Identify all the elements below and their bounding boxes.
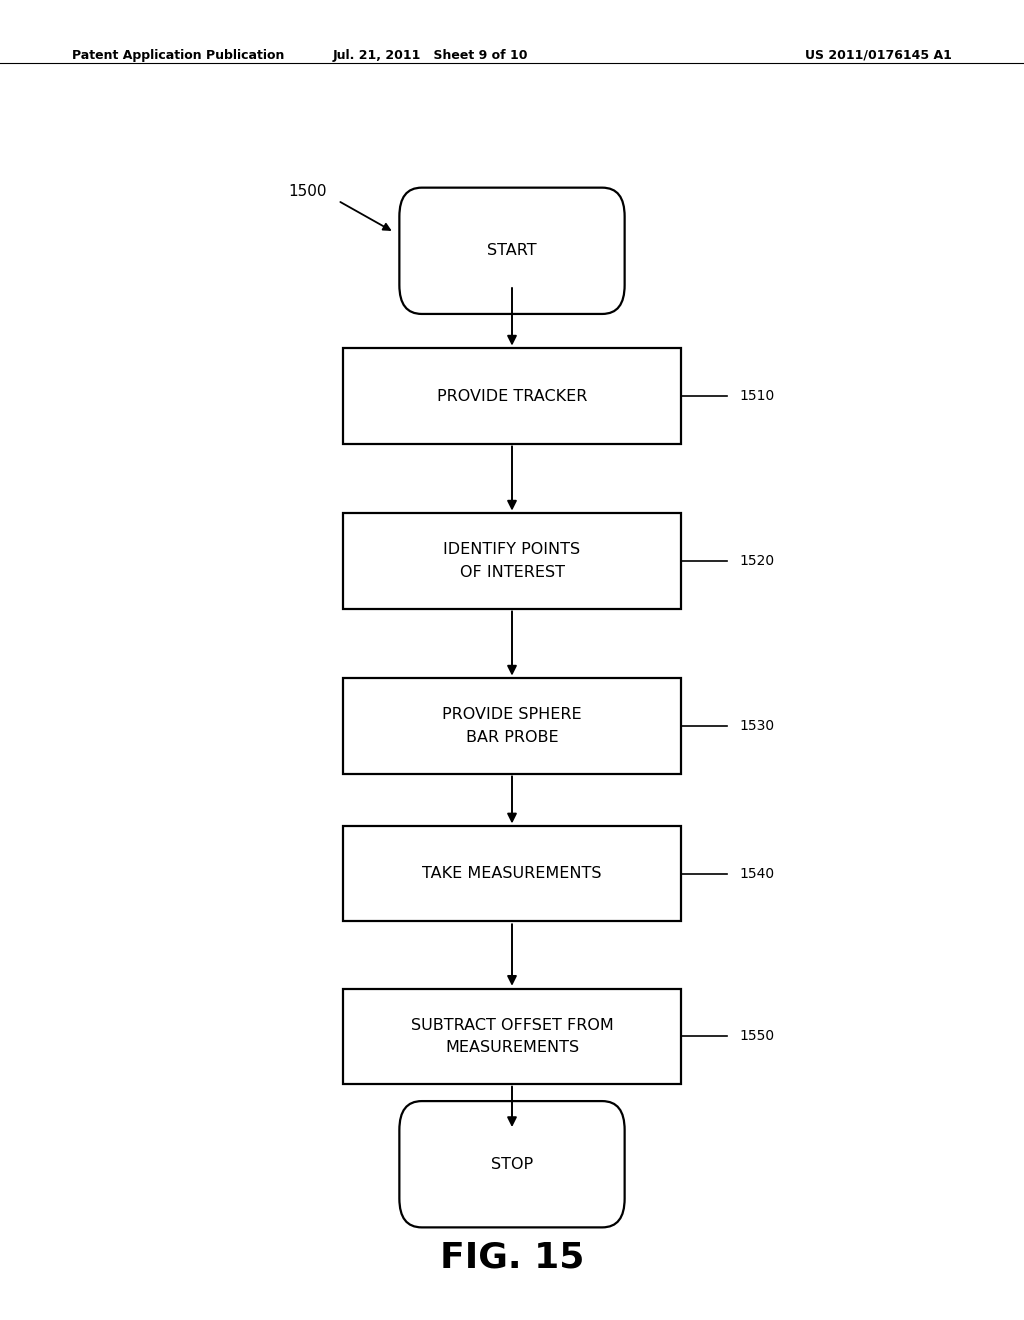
FancyBboxPatch shape <box>343 826 681 921</box>
FancyBboxPatch shape <box>343 513 681 609</box>
Text: US 2011/0176145 A1: US 2011/0176145 A1 <box>806 49 952 62</box>
Text: FIG. 15: FIG. 15 <box>440 1241 584 1275</box>
Text: 1550: 1550 <box>739 1030 774 1043</box>
Text: 1500: 1500 <box>288 183 327 199</box>
Text: Jul. 21, 2011   Sheet 9 of 10: Jul. 21, 2011 Sheet 9 of 10 <box>333 49 527 62</box>
Text: 1530: 1530 <box>739 719 774 733</box>
Text: 1520: 1520 <box>739 554 774 568</box>
Text: TAKE MEASUREMENTS: TAKE MEASUREMENTS <box>422 866 602 882</box>
FancyBboxPatch shape <box>399 187 625 314</box>
Text: SUBTRACT OFFSET FROM
MEASUREMENTS: SUBTRACT OFFSET FROM MEASUREMENTS <box>411 1018 613 1055</box>
Text: START: START <box>487 243 537 259</box>
Text: Patent Application Publication: Patent Application Publication <box>72 49 284 62</box>
FancyBboxPatch shape <box>343 678 681 774</box>
FancyBboxPatch shape <box>343 348 681 444</box>
Text: STOP: STOP <box>490 1156 534 1172</box>
Text: PROVIDE TRACKER: PROVIDE TRACKER <box>437 388 587 404</box>
Text: 1510: 1510 <box>739 389 774 403</box>
FancyBboxPatch shape <box>343 989 681 1084</box>
Text: 1540: 1540 <box>739 867 774 880</box>
FancyBboxPatch shape <box>399 1101 625 1228</box>
Text: IDENTIFY POINTS
OF INTEREST: IDENTIFY POINTS OF INTEREST <box>443 543 581 579</box>
Text: PROVIDE SPHERE
BAR PROBE: PROVIDE SPHERE BAR PROBE <box>442 708 582 744</box>
